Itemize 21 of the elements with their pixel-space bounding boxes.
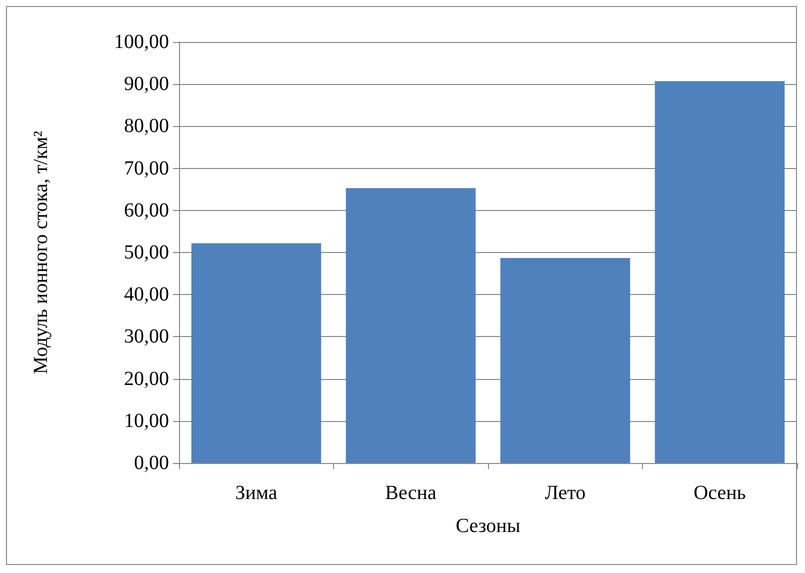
y-tick-label: 90,00 <box>124 73 169 96</box>
bar <box>191 243 322 463</box>
x-tick-label: Лето <box>544 482 586 504</box>
y-tick-label: 30,00 <box>124 326 169 348</box>
x-tick-label: Зима <box>235 482 278 504</box>
x-tick-label: Весна <box>385 482 436 504</box>
y-tick-label: 50,00 <box>124 242 169 264</box>
x-axis-title: Сезоны <box>456 515 520 537</box>
y-axis-title: Модуль ионного стока, т/км² <box>30 130 52 374</box>
bar <box>346 188 476 463</box>
bar <box>654 81 785 463</box>
y-tick-label: 60,00 <box>124 199 169 222</box>
y-tick-label: 0,00 <box>134 452 169 474</box>
y-tick-label: 80,00 <box>124 115 169 138</box>
y-tick-label: 20,00 <box>124 368 169 390</box>
x-tick-label: Осень <box>694 482 746 504</box>
y-tick-label: 10,00 <box>124 410 169 432</box>
y-tick-label: 100,00 <box>114 31 169 53</box>
y-tick-label: 70,00 <box>124 157 169 180</box>
bar <box>500 258 630 463</box>
y-tick-label: 40,00 <box>124 284 169 306</box>
